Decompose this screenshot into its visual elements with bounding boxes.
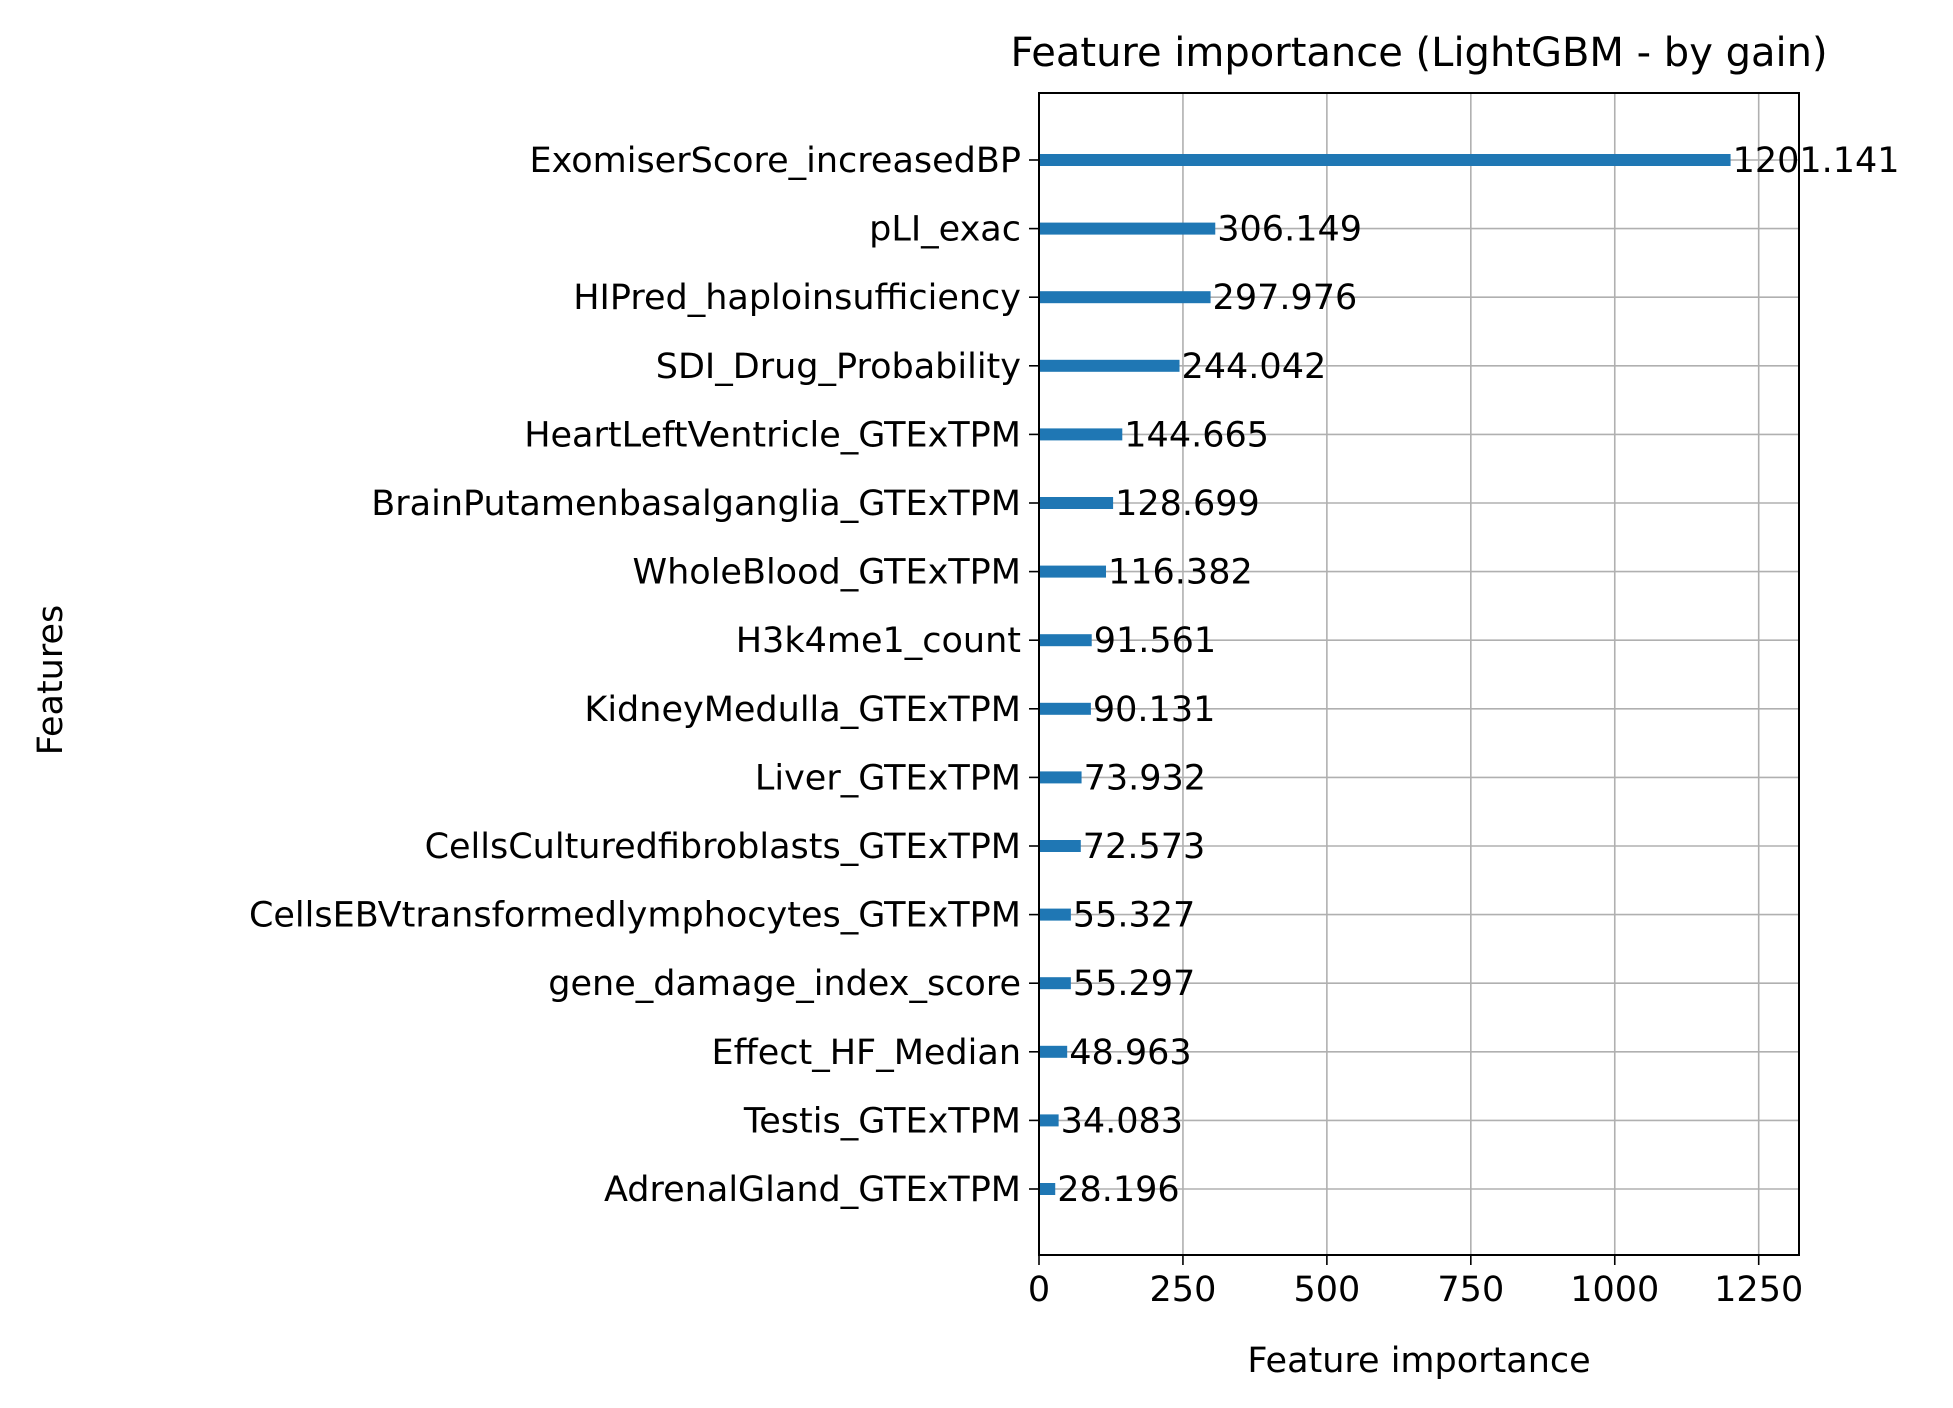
bar (1039, 222, 1216, 235)
x-tick-label: 1000 (1570, 1270, 1659, 1310)
bar (1039, 840, 1081, 852)
value-label: 244.042 (1182, 347, 1327, 387)
y-tick-label: WholeBlood_GTExTPM (632, 553, 1021, 593)
value-label: 128.699 (1115, 484, 1260, 524)
bar (1039, 565, 1107, 578)
bar (1039, 154, 1731, 166)
y-tick-label: ExomiserScore_increasedBP (529, 141, 1021, 181)
y-tick-label: BrainPutamenbasalganglia_GTExTPM (371, 484, 1021, 524)
bar (1039, 1114, 1059, 1127)
x-tick-label: 750 (1437, 1270, 1504, 1310)
y-axis-ticks: ExomiserScore_increasedBP pLI_exac HIPred_… (249, 141, 1039, 1210)
y-tick-label: Testis_GTExTPM (743, 1101, 1021, 1141)
value-label: 306.149 (1217, 210, 1362, 250)
bar (1039, 634, 1092, 647)
bar (1039, 291, 1211, 304)
y-axis-label: Features (31, 605, 71, 756)
bar (1039, 702, 1091, 715)
value-label: 28.196 (1057, 1170, 1179, 1210)
value-label: 72.573 (1083, 827, 1205, 867)
x-axis-ticks: 0 250 500 750 1000 1250 (1028, 1255, 1803, 1310)
y-tick-label: CellsCulturedfibroblasts_GTExTPM (425, 827, 1021, 867)
y-tick-label: HeartLeftVentricle_GTExTPM (524, 415, 1021, 455)
bar (1039, 1045, 1068, 1058)
value-label: 34.083 (1061, 1101, 1183, 1141)
y-tick-label: pLI_exac (869, 210, 1021, 250)
bar (1039, 771, 1082, 784)
y-tick-label: CellsEBVtransformedlymphocytes_GTExTPM (249, 896, 1021, 936)
y-tick-label: H3k4me1_count (736, 621, 1021, 661)
bar (1039, 497, 1114, 509)
value-label: 73.932 (1084, 758, 1206, 798)
chart-title: Feature importance (LightGBM - by gain) (1010, 30, 1827, 76)
y-tick-label: KidneyMedulla_GTExTPM (584, 690, 1021, 730)
value-label: 91.561 (1094, 621, 1216, 661)
value-label: 297.976 (1213, 278, 1358, 318)
bar (1039, 1183, 1056, 1195)
value-label: 48.963 (1069, 1033, 1191, 1073)
x-tick-label: 250 (1150, 1270, 1217, 1310)
x-axis-label: Feature importance (1247, 1341, 1590, 1381)
x-tick-label: 500 (1293, 1270, 1360, 1310)
value-label: 116.382 (1108, 553, 1253, 593)
bar (1039, 428, 1123, 441)
y-tick-label: gene_damage_index_score (548, 964, 1021, 1004)
value-label: 1201.141 (1733, 141, 1900, 181)
x-tick-label: 1250 (1714, 1270, 1803, 1310)
bars (1039, 154, 1731, 1195)
value-label: 55.297 (1073, 964, 1195, 1004)
plot-frame (1038, 92, 1800, 1256)
y-tick-label: HIPred_haploinsufficiency (573, 278, 1021, 318)
x-tick-label: 0 (1028, 1270, 1050, 1310)
bar (1039, 359, 1180, 372)
y-tick-label: SDI_Drug_Probability (656, 347, 1021, 387)
y-tick-label: AdrenalGland_GTExTPM (604, 1170, 1021, 1210)
bar (1039, 977, 1071, 990)
value-labels: 1201.141 306.149 297.976 244.042 144.665 128.… (1057, 141, 1899, 1210)
y-tick-label: Effect_HF_Median (712, 1033, 1021, 1073)
value-label: 55.327 (1073, 896, 1195, 936)
value-label: 144.665 (1124, 415, 1269, 455)
value-label: 90.131 (1093, 690, 1215, 730)
bar (1039, 908, 1071, 921)
y-tick-label: Liver_GTExTPM (755, 758, 1021, 798)
